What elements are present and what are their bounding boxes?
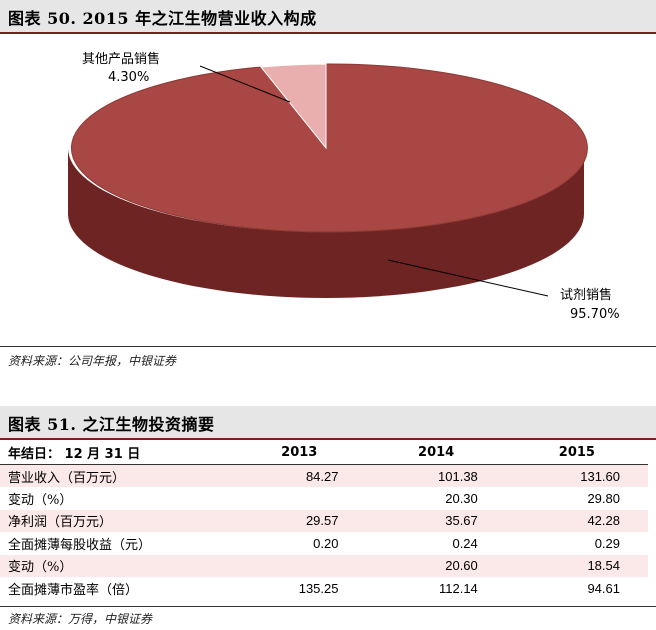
table-row: 营业收入（百万元） 84.27 101.38 131.60 [0, 464, 648, 488]
table-row: 净利润（百万元） 29.57 35.67 42.28 [0, 509, 648, 533]
header-year-end: 年结日： 12 月 31 日 [0, 440, 233, 465]
row-label: 变动（%） [8, 493, 73, 509]
leader-line-reagent [387, 259, 549, 297]
table-row: 变动（%） 20.30 29.80 [0, 487, 648, 509]
pie-slice-other-products [260, 63, 327, 150]
label-reagent-sales-value: 95.70% [570, 307, 620, 322]
row-label: 全面摊薄市盈率（倍） [8, 582, 139, 598]
cell-2015: 29.80 [587, 491, 620, 507]
label-other-products: 其他产品销售 [82, 52, 161, 67]
figure-50-title-bar: 图表 50. 2015 年之江生物营业收入构成 [0, 0, 656, 32]
figure-51-bottom-rule [0, 606, 656, 607]
row-label: 营业收入（百万元） [0, 464, 233, 488]
cell-2014: 35.67 [366, 509, 506, 533]
row-label: 净利润（百万元） [0, 509, 233, 533]
figure-51-title-bar: 图表 51. 之江生物投资摘要 [0, 406, 656, 438]
pie-slice-reagent-sales [70, 63, 588, 233]
cell-2013: 84.27 [232, 464, 367, 488]
cell-2015: 131.60 [505, 464, 648, 488]
pie-chart-svg [68, 63, 588, 298]
row-label: 变动（%） [0, 554, 233, 577]
cell-2013: 135.25 [298, 580, 339, 596]
table-row: 全面摊薄市盈率（倍） 135.25 112.14 94.61 [0, 577, 648, 599]
table-body: 营业收入（百万元） 84.27 101.38 131.60 变动（%） 20.30 29.8… [0, 464, 648, 600]
label-other-products-value: 4.30% [108, 70, 150, 85]
label-reagent-sales: 试剂销售 [560, 288, 613, 303]
cell-2014: 112.14 [438, 580, 478, 596]
header-2015: 2015 [505, 440, 648, 465]
pie-side-wall [68, 148, 584, 298]
figure-50-source: 资料来源：公司年报，中银证券 [8, 354, 177, 368]
figure-50-bottom-rule [0, 346, 656, 347]
cell-2015: 18.54 [505, 554, 648, 577]
cell-2014: 20.60 [366, 554, 506, 577]
header-2013: 2013 [232, 440, 367, 465]
table-row: 变动（%） 20.60 18.54 [0, 554, 648, 577]
cell-2014: 0.24 [452, 535, 478, 551]
row-label: 全面摊薄每股收益（元） [8, 537, 152, 553]
title-rule-51 [0, 438, 656, 440]
cell-2015: 94.61 [587, 580, 620, 596]
cell-2013: 29.57 [232, 509, 367, 533]
cell-2013: 0.20 [313, 535, 339, 551]
header-2014: 2014 [366, 440, 506, 465]
cell-2014: 20.30 [445, 491, 478, 507]
figure-51-source: 资料来源：万得，中银证券 [8, 612, 153, 626]
leader-line-other [199, 65, 291, 103]
title-rule [0, 32, 656, 34]
cell-2015: 42.28 [505, 509, 648, 533]
pie-chart: 其他产品销售 4.30% 试剂销售 95.70% [0, 34, 656, 344]
cell-2013 [232, 554, 367, 577]
cell-2014: 101.38 [366, 464, 506, 488]
figure-50-title: 图表 50. 2015 年之江生物营业收入构成 [8, 9, 317, 28]
investment-summary-table: 年结日： 12 月 31 日 2013 2014 2015 营业收入（百万元） 8… [0, 440, 648, 599]
table-row: 全面摊薄每股收益（元） 0.20 0.24 0.29 [0, 532, 648, 554]
cell-2013 [232, 487, 366, 509]
figure-51-title: 图表 51. 之江生物投资摘要 [8, 415, 215, 434]
table-header-row: 年结日： 12 月 31 日 2013 2014 2015 [0, 440, 648, 465]
cell-2015: 0.29 [594, 535, 620, 551]
